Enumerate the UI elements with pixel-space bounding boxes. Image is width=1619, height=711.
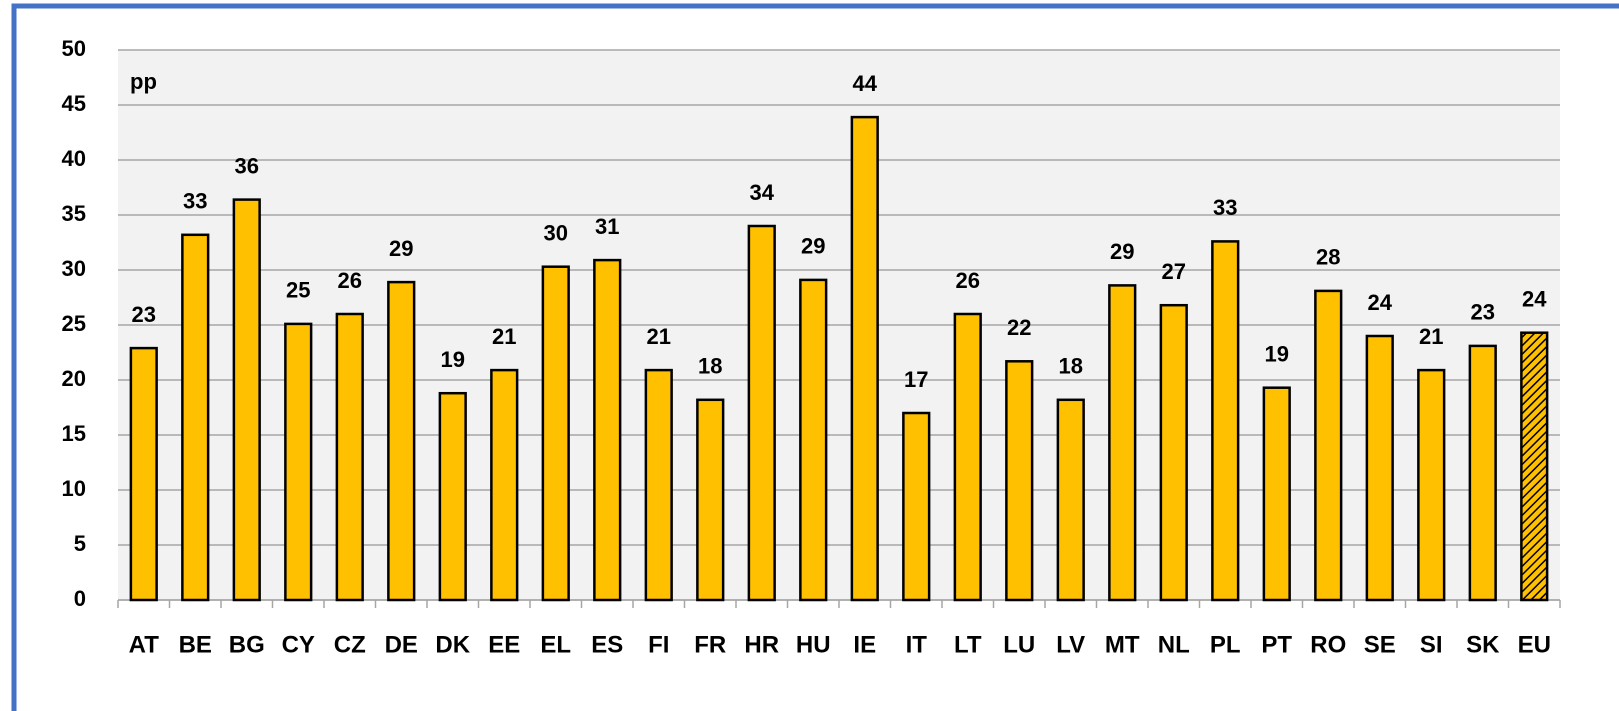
bar [747, 224, 776, 602]
bar [696, 398, 725, 602]
x-tick-label: LU [1003, 631, 1035, 658]
x-tick-label: BE [179, 631, 212, 658]
x-tick-label: DK [435, 631, 470, 658]
x-tick-label: LV [1056, 631, 1085, 658]
data-label: 21 [492, 324, 516, 349]
data-label: 33 [1213, 195, 1237, 220]
data-label: 29 [801, 234, 825, 259]
x-tick-label: IE [853, 631, 876, 658]
data-label: 26 [956, 268, 980, 293]
data-label: 21 [1419, 324, 1443, 349]
bar [902, 411, 931, 602]
y-tick-label: 0 [74, 586, 86, 611]
bar [490, 368, 519, 602]
data-label: 34 [750, 180, 775, 205]
bar [644, 368, 673, 602]
data-label: 44 [853, 71, 878, 96]
bar [284, 322, 313, 602]
x-tick-label: CY [282, 631, 315, 658]
bar [1211, 240, 1240, 602]
x-tick-label: SK [1466, 631, 1500, 658]
data-label: 22 [1007, 315, 1031, 340]
x-tick-label: ES [591, 631, 623, 658]
bar [181, 233, 210, 602]
data-label: 29 [1110, 239, 1134, 264]
data-label: 24 [1368, 290, 1393, 315]
x-tick-label: HR [744, 631, 779, 658]
bar [1159, 303, 1188, 602]
y-tick-label: 5 [74, 531, 86, 556]
data-label: 19 [441, 347, 465, 372]
bar [1056, 398, 1085, 602]
x-tick-label: RO [1310, 631, 1346, 658]
y-tick-label: 50 [62, 36, 86, 61]
bar [438, 391, 467, 602]
x-tick-label: NL [1158, 631, 1190, 658]
data-label: 17 [904, 367, 928, 392]
y-tick-label: 35 [62, 201, 86, 226]
x-tick-label: PT [1261, 631, 1292, 658]
x-tick-label: EL [540, 631, 571, 658]
bar [1365, 334, 1394, 602]
bar [593, 258, 622, 602]
y-tick-label: 10 [62, 476, 86, 501]
data-label: 31 [595, 214, 619, 239]
data-label: 25 [286, 278, 310, 303]
x-tick-label: CZ [334, 631, 366, 658]
bar [541, 265, 570, 602]
bar [1262, 386, 1291, 602]
x-tick-label: EE [488, 631, 520, 658]
y-tick-label: 15 [62, 421, 86, 446]
bar [1005, 360, 1034, 602]
data-label: 27 [1162, 259, 1186, 284]
data-label: 33 [183, 189, 207, 214]
x-tick-label: SI [1420, 631, 1443, 658]
bar [387, 280, 416, 602]
y-tick-label: 45 [62, 91, 86, 116]
bar [335, 312, 364, 602]
bar [1417, 368, 1446, 602]
bar [232, 198, 261, 602]
data-label: 21 [647, 324, 671, 349]
y-tick-label: 40 [62, 146, 86, 171]
data-label: 26 [338, 268, 362, 293]
x-tick-label: AT [129, 631, 160, 658]
data-label: 23 [1471, 300, 1495, 325]
bar [1468, 344, 1497, 602]
x-tick-label: PL [1210, 631, 1241, 658]
unit-annotation: pp [130, 69, 157, 94]
data-label: 18 [698, 354, 722, 379]
data-label: 23 [132, 302, 156, 327]
data-label: 28 [1316, 245, 1340, 270]
bar [1314, 289, 1343, 602]
frame [11, 3, 1619, 711]
x-tick-label: EU [1518, 631, 1551, 658]
x-tick-label: MT [1105, 631, 1140, 658]
bar [953, 312, 982, 602]
y-tick-label: 25 [62, 311, 86, 336]
x-tick-label: SE [1364, 631, 1396, 658]
data-label: 18 [1059, 354, 1083, 379]
x-tick-label: IT [906, 631, 928, 658]
bar [1108, 284, 1137, 602]
data-label: 19 [1265, 342, 1289, 367]
data-label: 30 [544, 221, 568, 246]
x-tick-label: HU [796, 631, 831, 658]
y-tick-label: 30 [62, 256, 86, 281]
x-tick-label: LT [954, 631, 982, 658]
bar [1520, 331, 1549, 602]
x-tick-label: FI [648, 631, 669, 658]
data-label: 29 [389, 236, 413, 261]
x-tick-label: FR [694, 631, 726, 658]
x-tick-label: DE [385, 631, 418, 658]
bar [850, 115, 879, 602]
data-label: 24 [1522, 287, 1547, 312]
data-label: 36 [235, 153, 259, 178]
x-tick-label: BG [229, 631, 265, 658]
bar [799, 278, 828, 602]
y-tick-label: 20 [62, 366, 86, 391]
bar [129, 346, 158, 602]
